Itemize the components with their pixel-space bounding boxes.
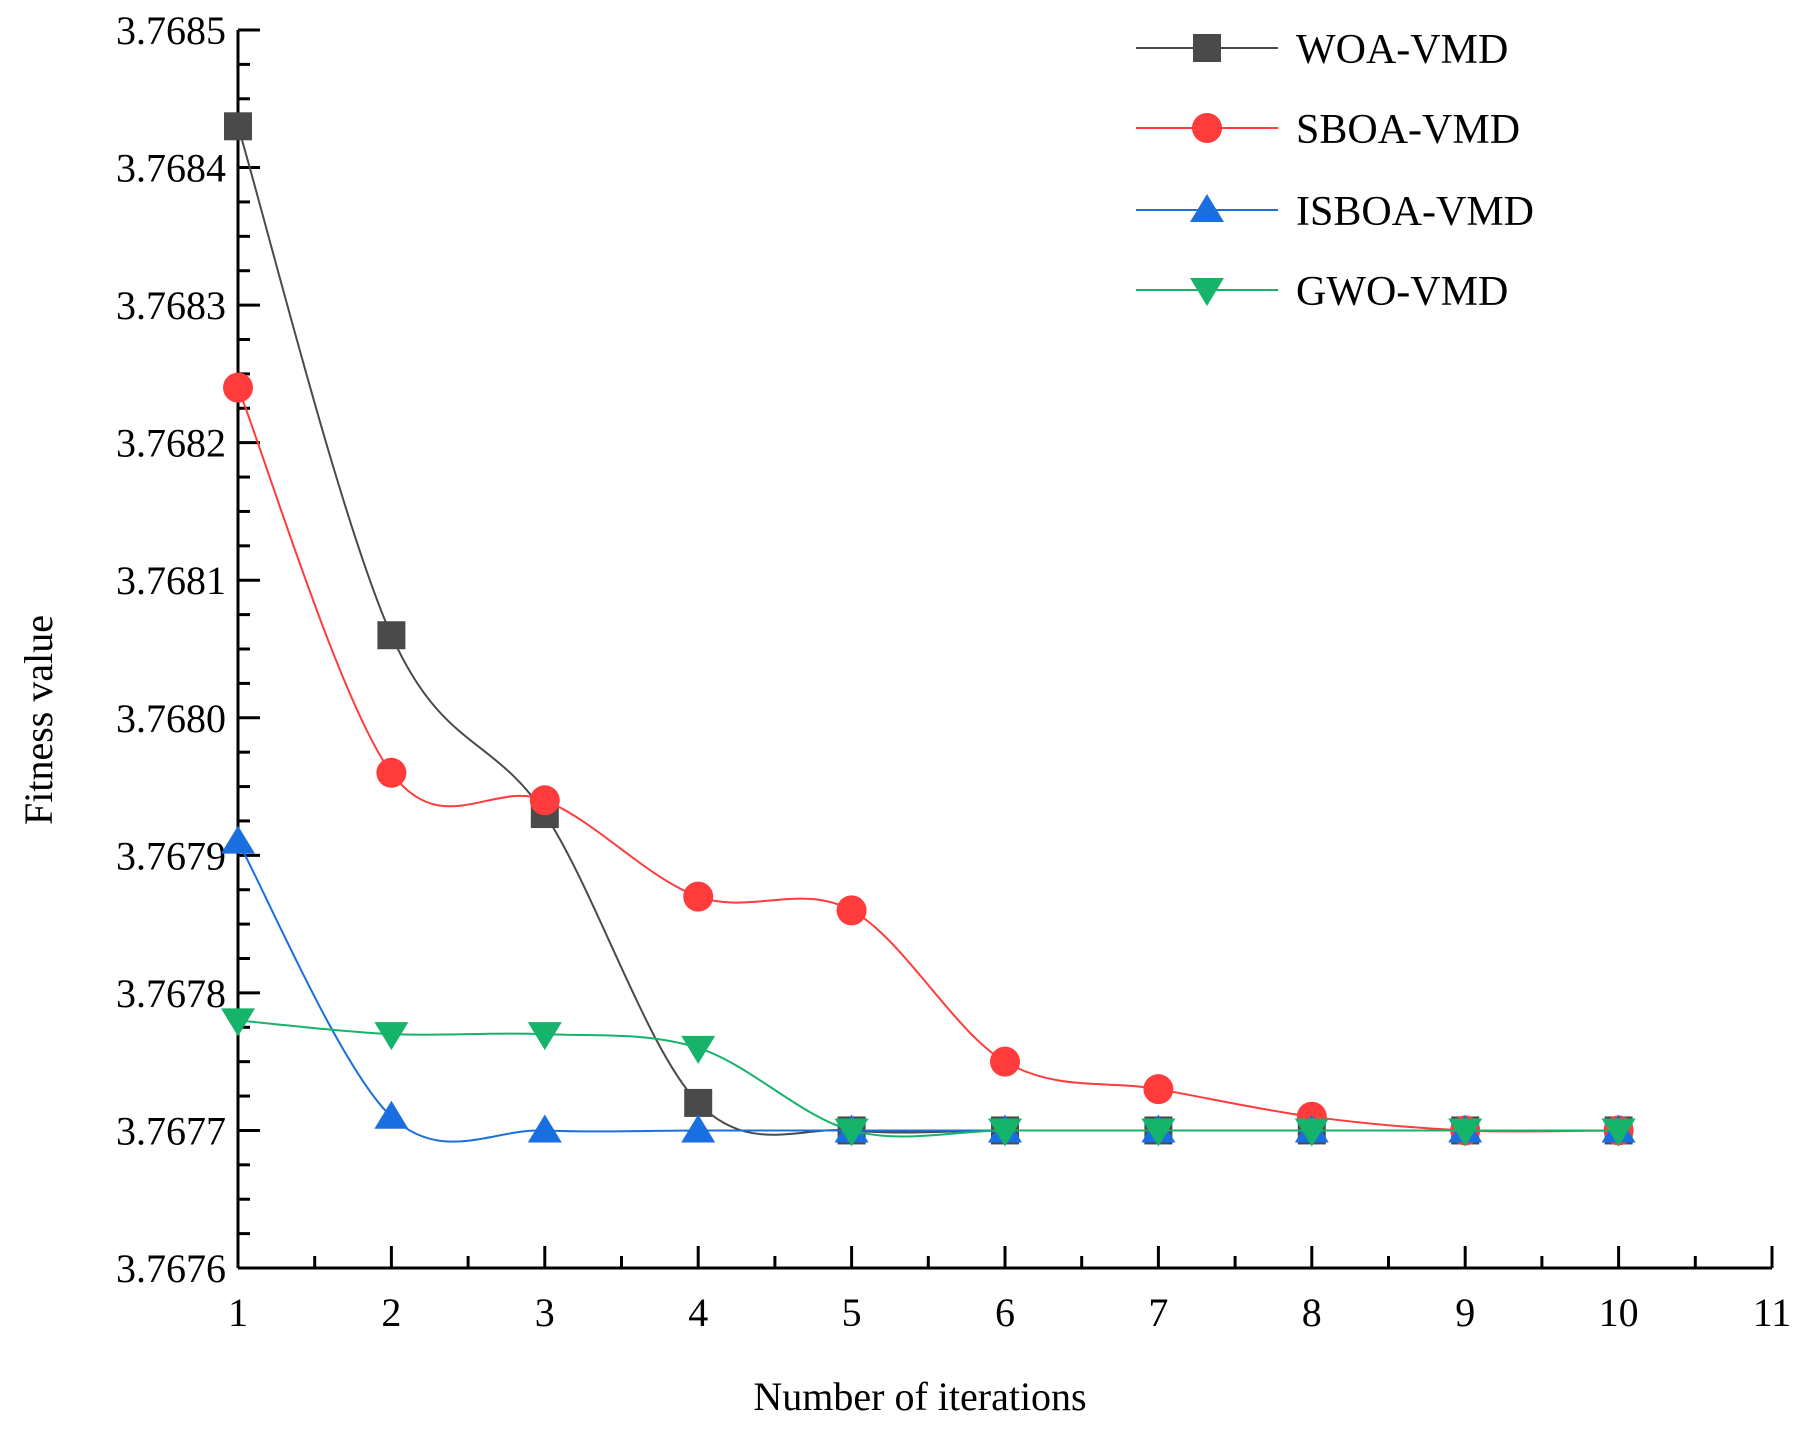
x-tick-label: 4: [688, 1290, 708, 1335]
x-tick-label: 1: [228, 1290, 248, 1335]
data-point-gwo-vmd: [834, 1118, 869, 1147]
series-line-gwo-vmd: [237, 1019, 1619, 1138]
data-point-woa-vmd: [377, 621, 406, 650]
y-tick-label: 3.7683: [116, 283, 226, 328]
data-point-isboa-vmd: [374, 1100, 409, 1129]
x-tick-label: 8: [1302, 1290, 1322, 1335]
data-point-woa-vmd: [224, 112, 252, 141]
data-point-sboa-vmd: [529, 785, 560, 816]
y-tick-label: 3.7679: [116, 833, 226, 878]
data-point-sboa-vmd: [1143, 1074, 1174, 1105]
y-tick-label: 3.7676: [116, 1246, 226, 1291]
y-tick-label: 3.7678: [116, 971, 226, 1016]
data-point-isboa-vmd: [527, 1114, 562, 1143]
y-tick-label: 3.7685: [116, 8, 226, 53]
x-tick-label: 7: [1148, 1290, 1168, 1335]
series-sboa-vmd: [223, 372, 1634, 1146]
data-point-sboa-vmd: [836, 895, 867, 926]
y-axis-title: Fitness value: [16, 615, 61, 825]
data-point-sboa-vmd: [990, 1046, 1020, 1077]
y-tick-label: 3.7681: [116, 558, 226, 603]
legend-label-gwo-vmd: GWO-VMD: [1296, 269, 1508, 315]
x-tick-label: 9: [1455, 1290, 1475, 1335]
data-point-sboa-vmd: [683, 881, 714, 912]
legend-label-sboa-vmd: SBOA-VMD: [1296, 107, 1520, 153]
data-point-gwo-vmd: [374, 1022, 409, 1051]
data-point-gwo-vmd: [1294, 1118, 1329, 1147]
data-point-gwo-vmd: [1448, 1118, 1483, 1147]
data-point-gwo-vmd: [1141, 1118, 1176, 1147]
legend-marker-gwo-vmd: [1190, 278, 1224, 306]
y-tick-label: 3.7682: [116, 421, 226, 466]
x-tick-label: 11: [1753, 1290, 1792, 1335]
y-tick-label: 3.7677: [116, 1108, 226, 1153]
legend-label-woa-vmd: WOA-VMD: [1296, 27, 1508, 73]
data-point-woa-vmd: [684, 1088, 713, 1117]
series-line-isboa-vmd: [237, 841, 1619, 1143]
y-tick-label: 3.7680: [116, 696, 226, 741]
x-tick-label: 10: [1599, 1290, 1639, 1335]
series-woa-vmd: [224, 112, 1633, 1145]
x-tick-label: 2: [381, 1290, 401, 1335]
data-point-gwo-vmd: [681, 1035, 716, 1064]
data-point-isboa-vmd: [681, 1114, 716, 1143]
series-gwo-vmd: [221, 1008, 1636, 1147]
series-line-sboa-vmd: [237, 387, 1619, 1133]
data-point-gwo-vmd: [527, 1022, 562, 1051]
legend-marker-sboa-vmd: [1192, 113, 1222, 143]
legend-label-isboa-vmd: ISBOA-VMD: [1296, 189, 1534, 235]
data-point-sboa-vmd: [223, 372, 253, 403]
data-point-isboa-vmd: [221, 825, 255, 854]
data-point-gwo-vmd: [221, 1008, 255, 1037]
legend-marker-isboa-vmd: [1190, 194, 1224, 222]
legend-marker-woa-vmd: [1193, 34, 1221, 62]
x-axis-title: Number of iterations: [753, 1374, 1086, 1419]
data-point-gwo-vmd: [1601, 1118, 1636, 1147]
data-point-gwo-vmd: [988, 1118, 1022, 1147]
x-tick-label: 3: [535, 1290, 555, 1335]
data-point-sboa-vmd: [376, 757, 407, 788]
x-tick-label: 6: [995, 1290, 1015, 1335]
y-tick-label: 3.7684: [116, 146, 226, 191]
x-tick-label: 5: [842, 1290, 862, 1335]
